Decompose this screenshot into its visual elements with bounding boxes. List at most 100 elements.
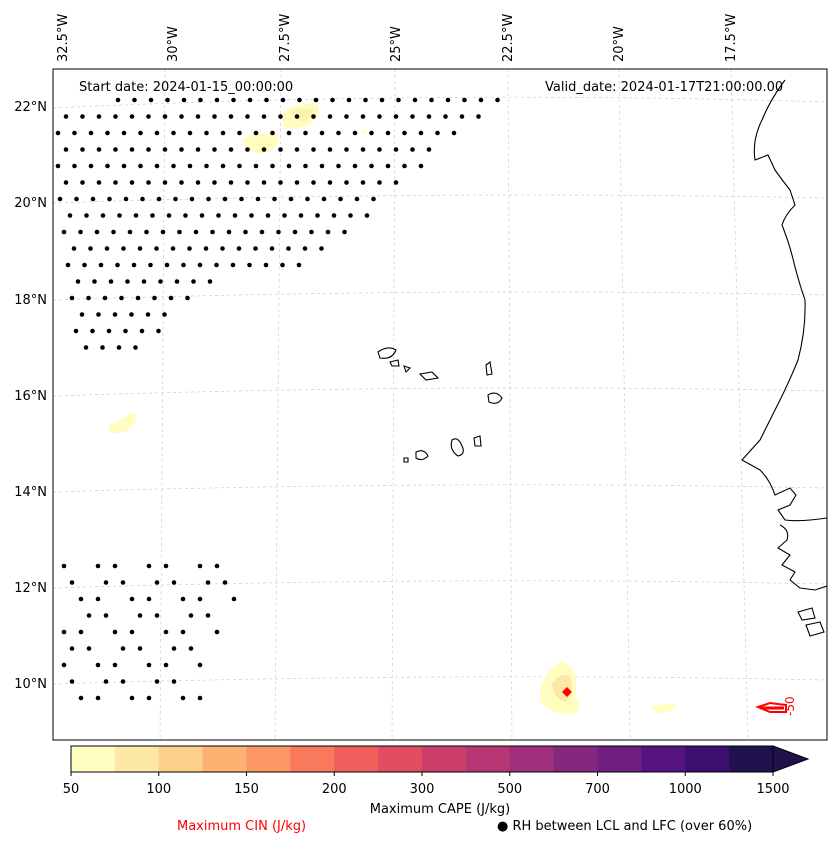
rh-dot [154, 580, 160, 585]
rh-dot [146, 147, 151, 152]
rh-dot [123, 196, 129, 202]
rh-dot [278, 147, 283, 152]
rh-dot [270, 130, 275, 136]
rh-dot [396, 97, 401, 103]
rh-dot [96, 114, 102, 119]
rh-dot [154, 130, 160, 136]
rh-dot [164, 262, 170, 268]
rh-dot [364, 213, 370, 218]
rh-dot [138, 163, 143, 169]
rh-dot [162, 114, 168, 119]
valid-date-label: Valid_date: 2024-01-17T21:00:00.00 [545, 80, 783, 95]
rh-dot [327, 114, 333, 119]
rh-dot [154, 246, 159, 251]
rh-dot [319, 246, 324, 251]
rh-dot [228, 180, 234, 185]
rh-dot [146, 695, 152, 701]
rh-dot [429, 97, 434, 103]
rh-dot [84, 213, 89, 218]
rh-dot [360, 114, 366, 119]
rh-dot [198, 97, 203, 103]
map-frame [52, 68, 828, 741]
rh-dot [288, 196, 294, 202]
colorbar-swatch [290, 746, 335, 772]
rh-dot [63, 180, 69, 185]
rh-dot [253, 163, 259, 169]
rh-dot [163, 662, 169, 668]
rh-dot [69, 580, 75, 585]
longitude-labels: 32.5°W 30°W 27.5°W 25°W 22.5°W 20°W 17.5… [56, 14, 739, 62]
rh-dot [145, 312, 151, 317]
rh-dot [95, 596, 101, 602]
rh-dot [163, 563, 169, 569]
rh-dot [462, 97, 467, 103]
rh-dot [197, 262, 203, 268]
rh-dot [100, 213, 106, 218]
rh-dot [116, 345, 122, 350]
rh-dot [210, 229, 215, 235]
rh-dot [187, 246, 192, 251]
rh-legend-label: RH between LCL and LFC (over 60%) [512, 819, 753, 834]
rh-dot [239, 196, 244, 202]
rh-dot [298, 213, 304, 218]
colorbar-tick-label: 150 [234, 782, 259, 797]
rh-dot [249, 213, 254, 218]
rh-dot [360, 147, 366, 152]
rh-dot [348, 213, 353, 218]
rh-dot [154, 613, 160, 618]
rh-dot [119, 295, 124, 301]
rh-dot [90, 196, 96, 202]
rh-dot [451, 130, 457, 136]
rh-dot [95, 662, 101, 668]
rh-dot [129, 147, 135, 152]
rh-dot [156, 196, 162, 202]
rh-dot [286, 163, 292, 169]
rh-dot [88, 163, 94, 169]
rh-dot [214, 97, 220, 103]
rh-dot [259, 229, 265, 235]
cin-contours: -50 [562, 687, 797, 716]
rh-dot [78, 695, 84, 701]
rh-dot [65, 262, 71, 268]
rh-dot [363, 97, 368, 103]
rh-dot [379, 97, 385, 103]
colorbar-tick-label: 300 [410, 782, 435, 797]
rh-dot [104, 246, 110, 251]
lat-label: 10°N [14, 677, 47, 692]
rh-dot [195, 180, 201, 185]
rh-dot [179, 147, 184, 152]
rh-dot [168, 295, 174, 301]
rh-dot [180, 596, 186, 602]
rh-dot [88, 246, 93, 251]
rh-dot [327, 180, 333, 185]
rh-dot [132, 97, 137, 103]
rh-dot [92, 279, 97, 284]
rh-dot [72, 130, 77, 136]
rh-dot [205, 613, 211, 618]
rh-dot [55, 163, 61, 169]
rh-dot [72, 163, 77, 169]
rh-dot [311, 147, 316, 152]
rh-dot [222, 196, 228, 202]
rh-dot [197, 596, 203, 602]
rh-dot [228, 147, 234, 152]
rh-dot [189, 196, 195, 202]
lon-label: 32.5°W [56, 14, 71, 62]
rh-dot [330, 97, 335, 103]
rh-dot [146, 563, 152, 569]
rh-dot [435, 130, 440, 136]
rh-dot [297, 97, 302, 103]
rh-dot [197, 563, 203, 569]
colorbar-swatch [114, 746, 160, 772]
rh-dot [146, 596, 152, 602]
colorbar-swatch [685, 746, 730, 772]
rh-dot [123, 328, 128, 334]
rh-dot [183, 213, 188, 218]
rh-dot [352, 130, 358, 136]
rh-dot [263, 262, 269, 268]
colorbar-swatch [597, 746, 642, 772]
rh-dot [86, 646, 92, 651]
rh-dot [57, 196, 63, 202]
rh-dot [179, 114, 184, 119]
rh-dot [204, 130, 209, 136]
